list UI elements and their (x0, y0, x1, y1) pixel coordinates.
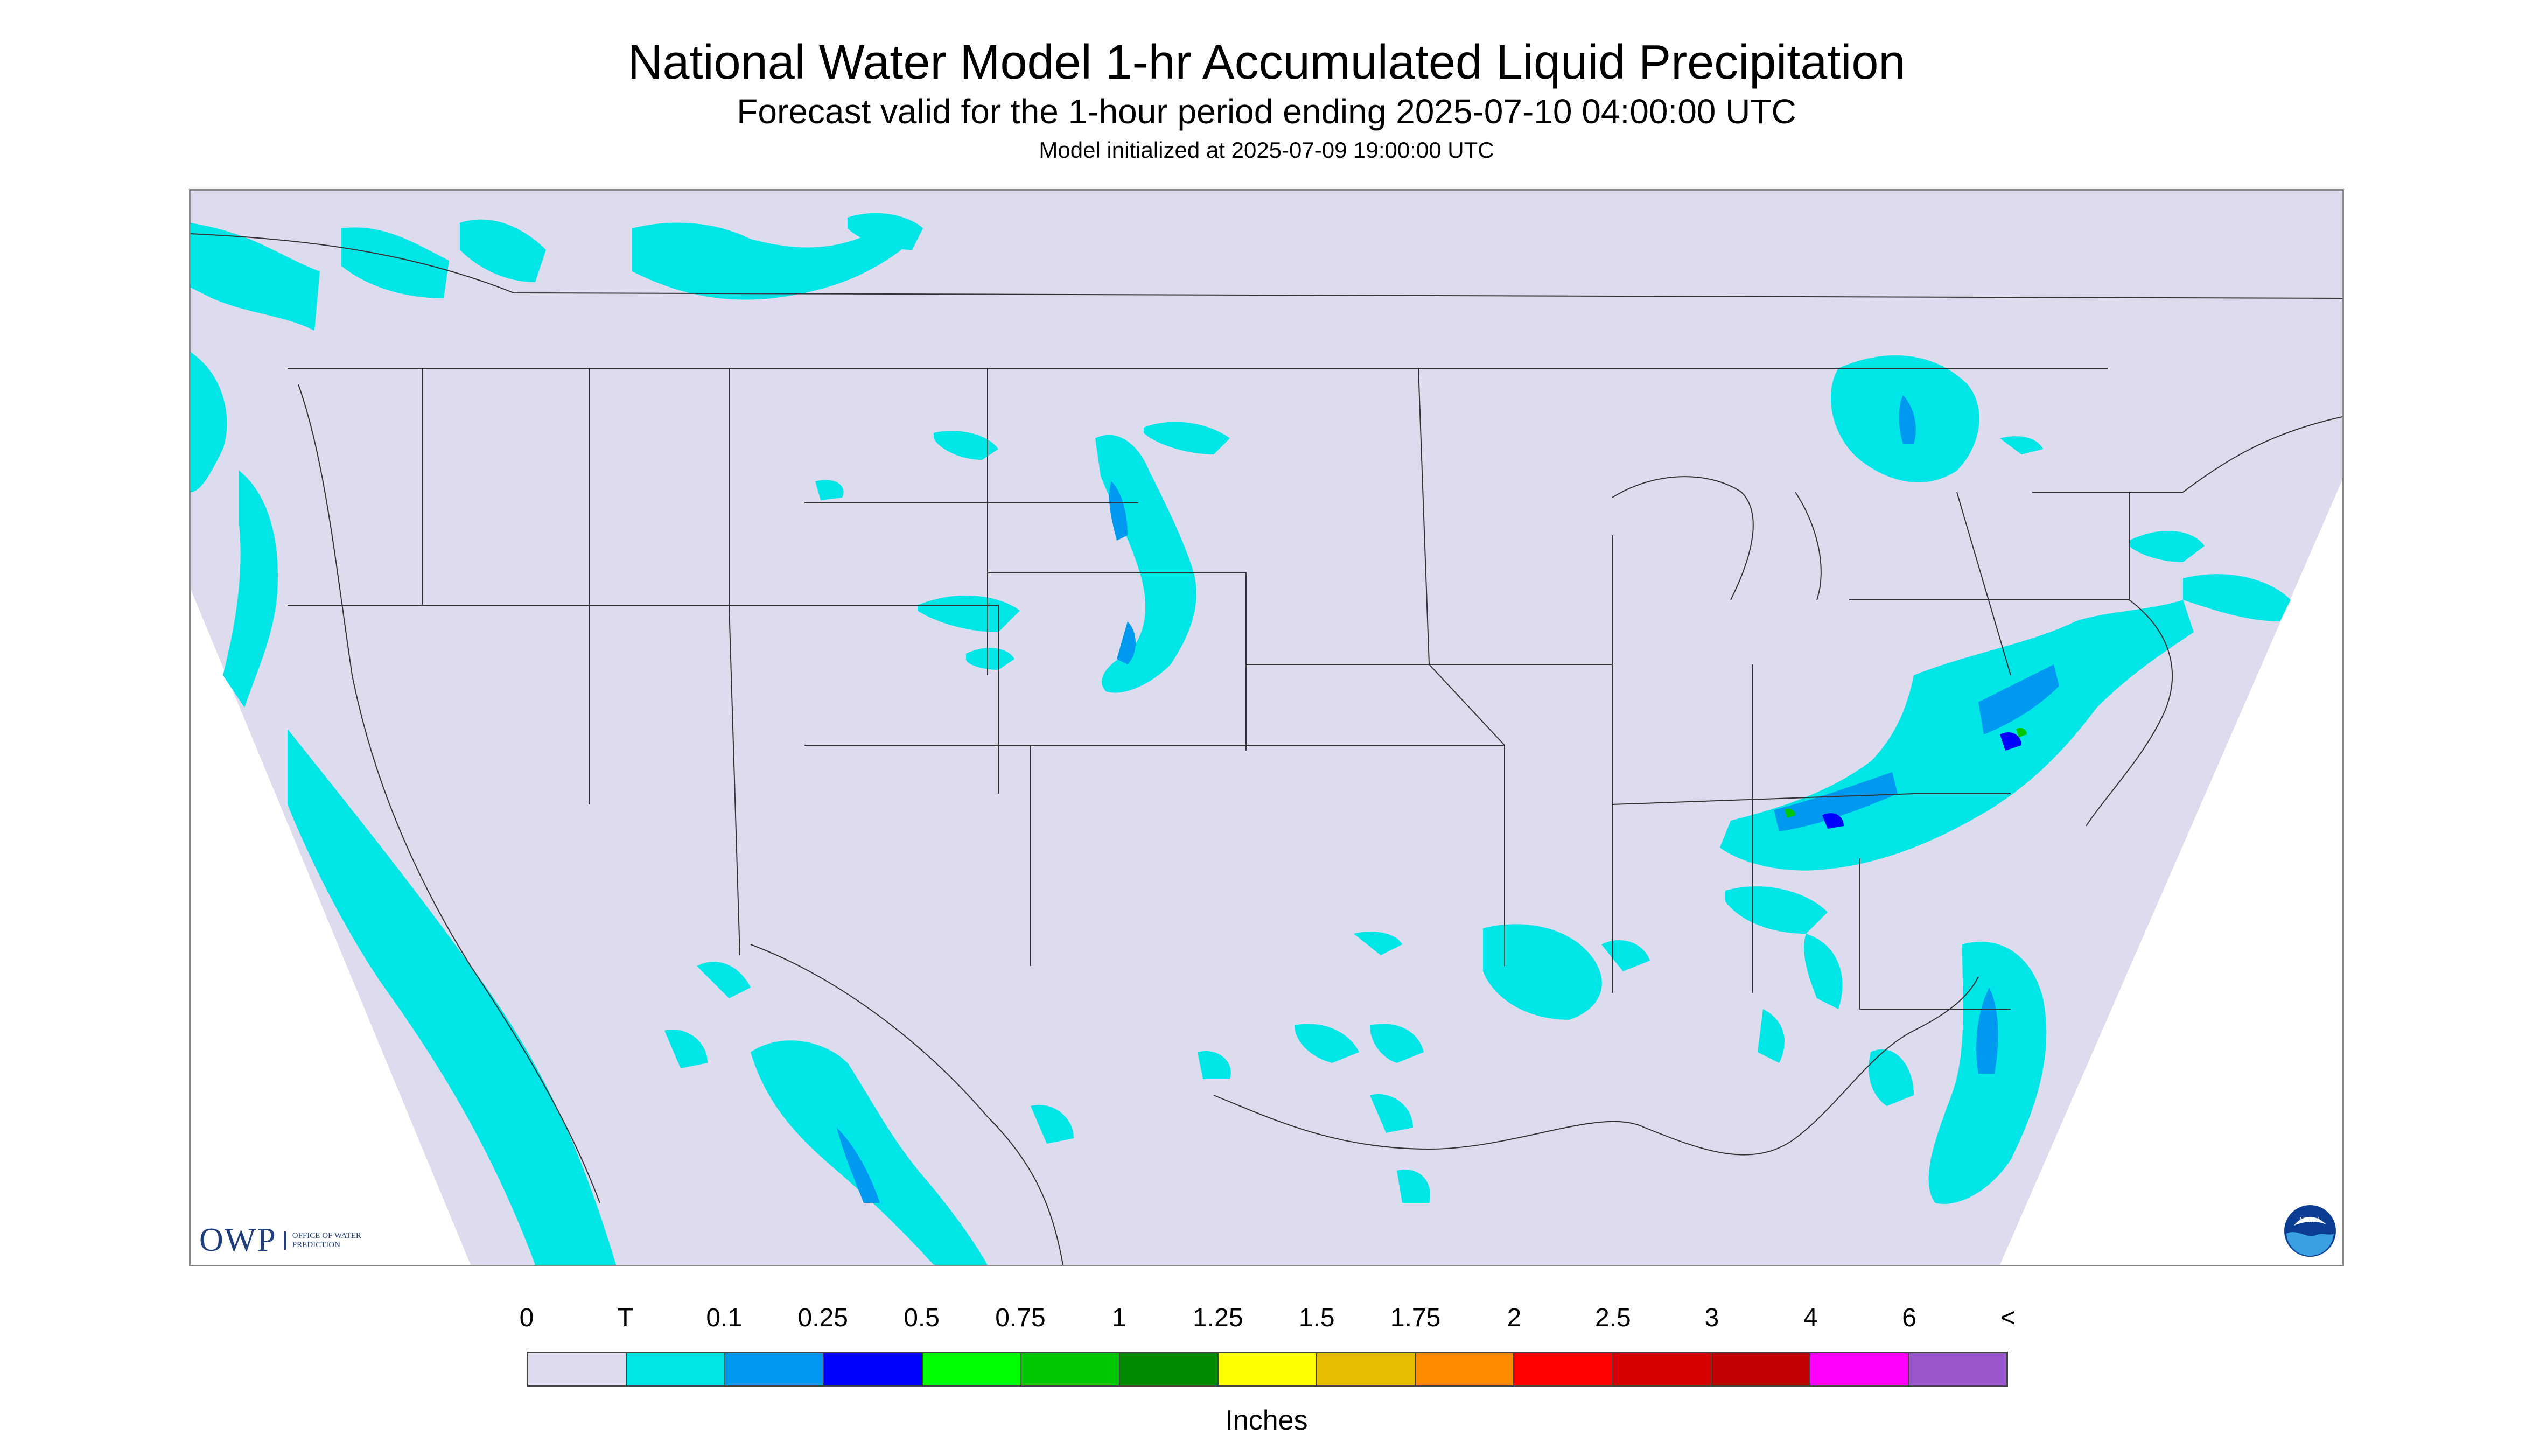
legend-swatch (1218, 1353, 1318, 1385)
legend-label: 3 (1704, 1304, 1719, 1332)
legend-swatch (1021, 1353, 1120, 1385)
owp-logo-text: OWP (199, 1222, 277, 1258)
legend-label: 1 (1112, 1304, 1126, 1332)
legend-swatch (1613, 1353, 1712, 1385)
legend-swatch (922, 1353, 1021, 1385)
owp-logo: OWP OFFICE OF WATER PREDICTION (199, 1221, 373, 1259)
legend-swatch (1416, 1353, 1515, 1385)
noaa-logo: NOAA (2283, 1204, 2337, 1258)
boundary-lines (191, 233, 2342, 1265)
legend-label: 0.1 (706, 1304, 743, 1332)
legend-label: 4 (1803, 1304, 1818, 1332)
precipitation-map[interactable] (189, 189, 2344, 1266)
legend-label: 0.5 (904, 1304, 940, 1332)
map-subtitle: Forecast valid for the 1-hour period end… (737, 92, 1796, 131)
legend-label: 1.25 (1193, 1304, 1243, 1332)
model-init-line: Model initialized at 2025-07-09 19:00:00… (1039, 137, 1494, 163)
legend-label: 0.25 (797, 1304, 848, 1332)
noaa-emblem-icon: NOAA (2284, 1205, 2336, 1257)
legend-swatch (1514, 1353, 1613, 1385)
legend-swatch (1810, 1353, 1909, 1385)
legend-swatch (1119, 1353, 1219, 1385)
legend-swatch (824, 1353, 923, 1385)
legend-swatch (528, 1353, 627, 1385)
legend-labels: 0 T 0.1 0.25 0.5 0.75 1 1.25 1.5 1.75 2 2.5 3 4 6 < (0, 1303, 2533, 1335)
legend-label: 1.5 (1298, 1304, 1335, 1332)
legend-units: Inches (1225, 1405, 1308, 1436)
legend-swatch (725, 1353, 824, 1385)
legend-swatch (1711, 1353, 1810, 1385)
legend-colorbar (527, 1352, 2008, 1387)
legend-label: < (2000, 1304, 2016, 1332)
legend-swatch (627, 1353, 726, 1385)
legend-swatch (1317, 1353, 1416, 1385)
noaa-text: NOAA (2299, 1215, 2321, 1224)
legend-label: 2.5 (1595, 1304, 1631, 1332)
legend-label: 2 (1507, 1304, 1522, 1332)
map-canvas (191, 191, 2342, 1265)
legend-label: 6 (1902, 1304, 1916, 1332)
precip-moderate-areas (837, 395, 2059, 1203)
legend-label: 0.75 (995, 1304, 1046, 1332)
legend-swatch (1908, 1353, 2007, 1385)
legend-label: 0 (519, 1304, 534, 1332)
legend-label: 1.75 (1390, 1304, 1441, 1332)
legend-label: T (617, 1304, 634, 1332)
map-title: National Water Model 1-hr Accumulated Li… (627, 36, 1906, 89)
owp-logo-subtext: OFFICE OF WATER PREDICTION (284, 1231, 373, 1250)
